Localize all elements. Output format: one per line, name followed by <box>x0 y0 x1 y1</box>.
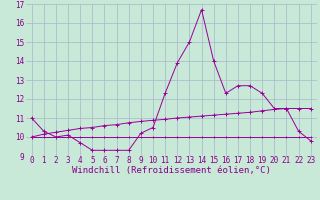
X-axis label: Windchill (Refroidissement éolien,°C): Windchill (Refroidissement éolien,°C) <box>72 166 271 175</box>
